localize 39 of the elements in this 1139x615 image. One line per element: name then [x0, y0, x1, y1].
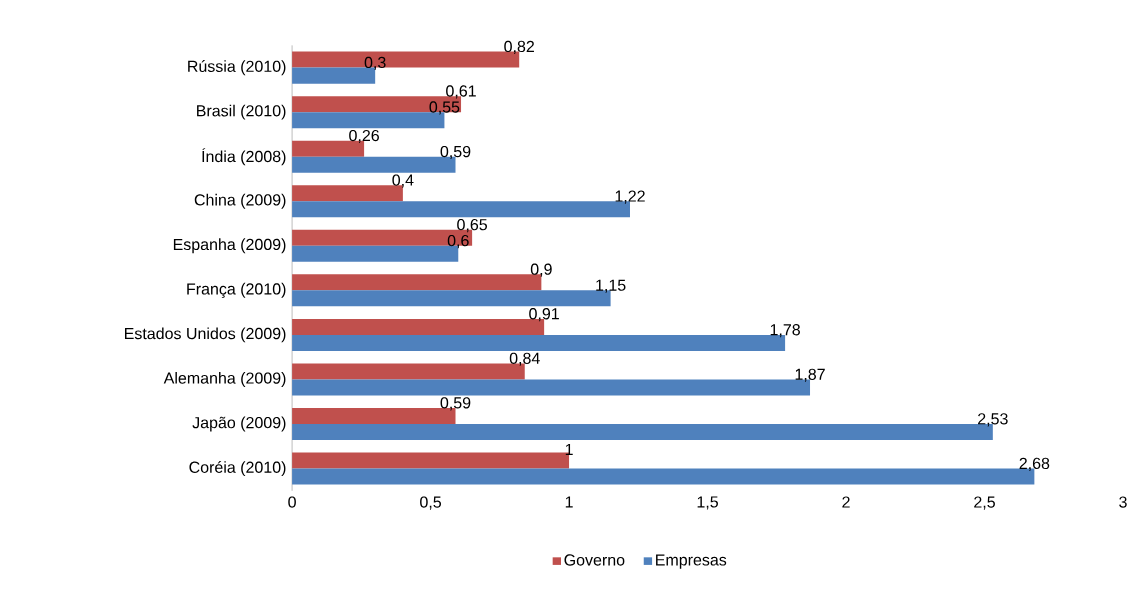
data-label: 0,84: [509, 352, 540, 366]
y-tick-label: Coréia (2010): [189, 461, 286, 477]
y-tick-label: Índia (2008): [202, 148, 286, 166]
data-label: 1,15: [596, 279, 626, 293]
legend-label: Governo: [564, 554, 625, 566]
y-tick-label: Estados Unidos (2009): [125, 327, 286, 343]
data-label: 0,61: [446, 85, 476, 99]
data-label: 0,55: [429, 101, 460, 115]
data-label: 0,59: [440, 397, 471, 411]
data-label: 1,22: [615, 190, 645, 204]
data-label: 0,65: [457, 219, 488, 233]
x-tick-label: 2: [842, 496, 850, 508]
y-tick-label: França (2010): [187, 282, 286, 298]
x-tick-label: 0: [288, 496, 296, 508]
x-tick-label: 2,5: [974, 496, 995, 510]
data-label: 0,3: [364, 56, 386, 71]
data-label: 1,78: [770, 324, 800, 338]
data-label: 2,68: [1019, 457, 1050, 472]
x-tick-label: 0,5: [420, 496, 442, 510]
y-tick-label: Rússia (2010): [188, 60, 286, 76]
data-label: 0,59: [440, 145, 471, 160]
data-label: 1,87: [795, 368, 825, 382]
data-label: 0,6: [447, 235, 469, 249]
x-tick-label: 1: [565, 496, 573, 508]
data-label: 0,82: [504, 40, 534, 55]
data-label: 0,4: [392, 174, 414, 188]
x-tick-label: 1,5: [697, 496, 718, 510]
x-tick-label: 3: [1119, 496, 1127, 508]
data-label: 2,53: [978, 413, 1008, 427]
y-tick-label: Alemanha (2009): [163, 372, 286, 387]
data-label: 0,9: [530, 263, 552, 277]
data-label: 0,26: [349, 129, 379, 144]
legend-label: Empresas: [656, 554, 727, 569]
y-tick-label: Brasil (2010): [197, 104, 286, 120]
data-label: 1: [565, 444, 573, 456]
data-label: 0,91: [529, 308, 559, 322]
y-tick-label: China (2009): [194, 193, 286, 209]
y-tick-label: Japão (2009): [192, 416, 286, 432]
y-tick-label: Espanha (2009): [173, 238, 286, 254]
